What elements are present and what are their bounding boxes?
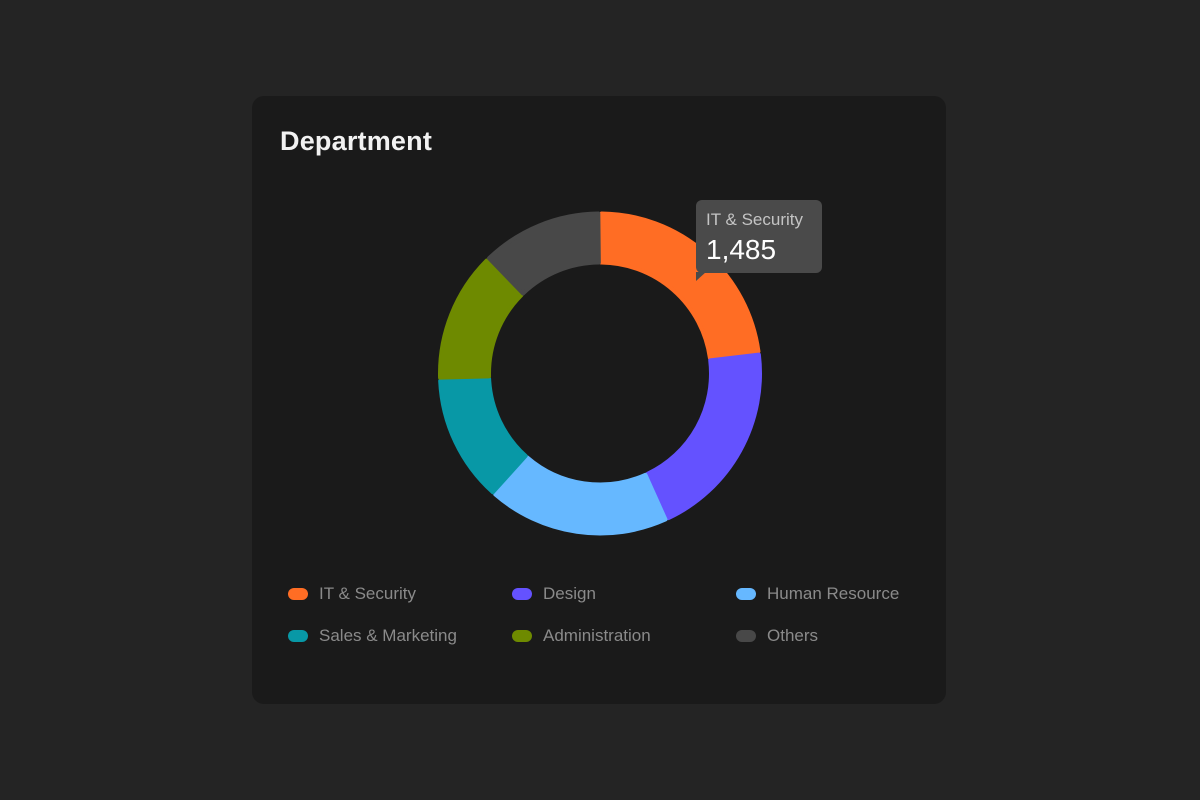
tooltip-value: 1,485 [706, 234, 777, 265]
legend-label: Others [767, 626, 819, 645]
legend-label: Design [543, 584, 596, 603]
tooltip-label: IT & Security [706, 210, 803, 229]
legend-item-it-security[interactable]: IT & Security [288, 584, 512, 603]
donut-segment-sales-marketing[interactable] [438, 376, 528, 495]
legend-item-sales-marketing[interactable]: Sales & Marketing [288, 626, 512, 645]
card-title: Department [280, 126, 433, 156]
donut-segment-human-resource[interactable] [493, 455, 668, 536]
legend-label: Administration [543, 626, 651, 645]
legend-swatch [736, 630, 756, 642]
legend-item-others[interactable]: Others [736, 626, 936, 645]
legend-label: Sales & Marketing [319, 626, 457, 645]
legend-item-administration[interactable]: Administration [512, 626, 736, 645]
legend-label: Human Resource [767, 584, 900, 603]
legend-swatch [736, 588, 756, 600]
donut-segment-design[interactable] [645, 352, 762, 521]
donut-chart [438, 211, 762, 536]
legend-swatch [288, 630, 308, 642]
donut-segment-others[interactable] [487, 211, 601, 296]
legend-item-design[interactable]: Design [512, 584, 736, 603]
legend-swatch [512, 630, 532, 642]
legend-label: IT & Security [319, 584, 416, 603]
donut-segment-it-security[interactable] [599, 211, 761, 361]
legend-item-human-resource[interactable]: Human Resource [736, 584, 936, 603]
department-card: Department IT & Security 1,485 IT & Secu… [252, 96, 946, 704]
chart-legend: IT & Security Design Human Resource Sale… [288, 584, 928, 645]
chart-tooltip: IT & Security 1,485 [696, 200, 822, 281]
legend-swatch [512, 588, 532, 600]
donut-segment-administration[interactable] [438, 258, 524, 380]
legend-swatch [288, 588, 308, 600]
